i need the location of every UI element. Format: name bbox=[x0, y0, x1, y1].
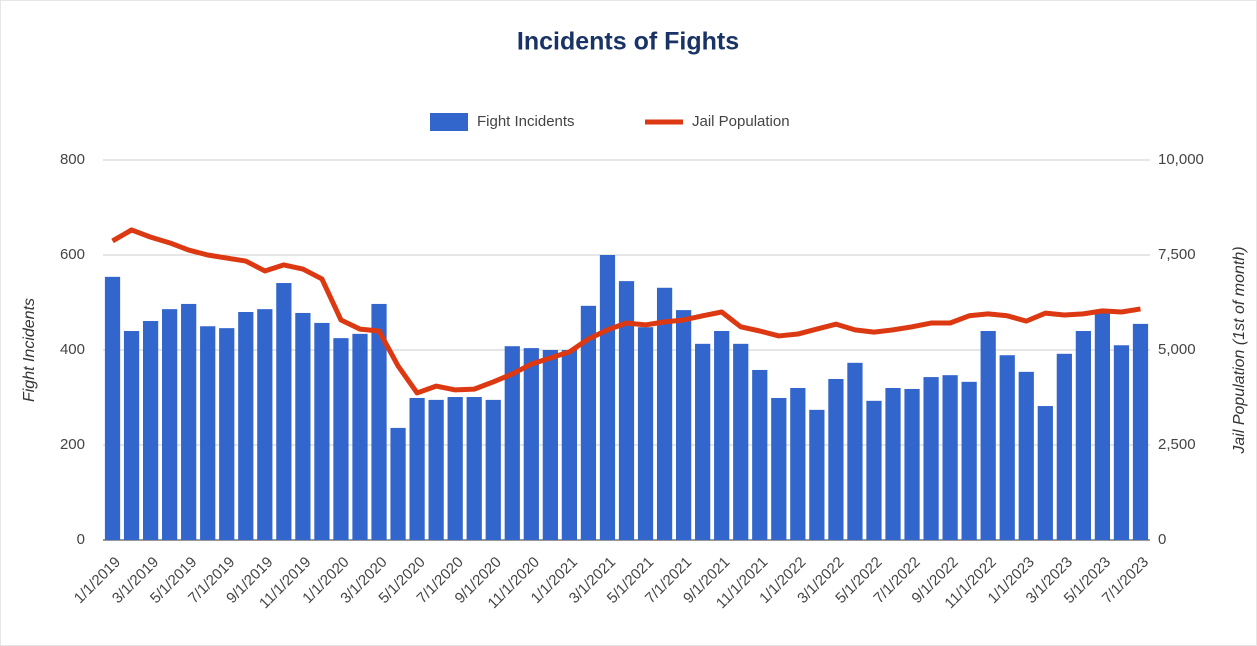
bar bbox=[828, 378, 844, 540]
bar bbox=[428, 399, 444, 540]
bar bbox=[599, 255, 616, 540]
bar bbox=[333, 338, 349, 540]
bar bbox=[295, 312, 311, 540]
y2-axis-title: Jail Population (1st of month) bbox=[1231, 246, 1248, 454]
bar bbox=[447, 397, 463, 540]
legend-swatch bbox=[430, 113, 468, 131]
y-axis-title: Fight Incidents bbox=[21, 298, 38, 402]
bar bbox=[219, 328, 235, 540]
bar bbox=[999, 355, 1015, 540]
bar bbox=[1132, 323, 1149, 540]
bar bbox=[409, 397, 425, 540]
bar bbox=[618, 281, 635, 540]
legend-label: Fight Incidents bbox=[477, 113, 575, 130]
bar bbox=[637, 327, 654, 540]
bar bbox=[123, 331, 140, 540]
bar bbox=[542, 350, 558, 540]
bar bbox=[809, 409, 825, 540]
bar bbox=[733, 343, 749, 540]
bar bbox=[1113, 345, 1130, 540]
line bbox=[111, 227, 1141, 396]
y2-tick-label: 10,000 bbox=[1158, 151, 1204, 168]
y2-tick-label: 5,000 bbox=[1158, 341, 1196, 358]
bar bbox=[904, 388, 920, 540]
bar bbox=[238, 312, 254, 540]
chart-title: Incidents of Fights bbox=[517, 28, 739, 56]
bar bbox=[1056, 353, 1072, 540]
bar bbox=[923, 377, 939, 540]
bar bbox=[162, 309, 178, 540]
bar bbox=[714, 331, 730, 540]
y-tick-label: 0 bbox=[77, 531, 85, 548]
bar bbox=[504, 346, 520, 540]
y-tick-label: 600 bbox=[60, 246, 85, 263]
bar bbox=[104, 276, 121, 540]
bar bbox=[885, 388, 901, 540]
bar bbox=[675, 310, 692, 540]
bar bbox=[276, 283, 292, 540]
bar bbox=[181, 303, 197, 540]
bar bbox=[257, 309, 273, 540]
bar bbox=[142, 321, 159, 540]
bar bbox=[200, 326, 216, 540]
bar bbox=[1018, 371, 1034, 540]
y-tick-label: 400 bbox=[60, 341, 85, 358]
bar bbox=[847, 362, 863, 540]
bar bbox=[942, 375, 958, 540]
bar bbox=[866, 400, 882, 540]
bar bbox=[580, 305, 597, 540]
bar bbox=[485, 399, 501, 540]
y-tick-label: 200 bbox=[60, 436, 85, 453]
bar bbox=[1075, 331, 1091, 540]
bar bbox=[371, 303, 387, 540]
bar bbox=[980, 331, 996, 540]
bar bbox=[1037, 406, 1053, 540]
bar bbox=[656, 287, 673, 540]
bar bbox=[790, 388, 806, 540]
bar bbox=[466, 397, 482, 540]
y2-tick-label: 0 bbox=[1158, 531, 1166, 548]
y2-tick-label: 7,500 bbox=[1158, 246, 1196, 263]
bar bbox=[561, 350, 578, 540]
legend-label: Jail Population bbox=[692, 113, 790, 130]
bar bbox=[390, 427, 406, 540]
y2-tick-label: 2,500 bbox=[1158, 436, 1196, 453]
bar bbox=[695, 343, 711, 540]
bar bbox=[752, 369, 768, 540]
y-tick-label: 800 bbox=[60, 151, 85, 168]
bar bbox=[771, 397, 787, 540]
bar bbox=[523, 348, 539, 540]
bar bbox=[352, 333, 368, 540]
bar bbox=[1094, 312, 1111, 540]
bar bbox=[961, 381, 977, 540]
bar bbox=[314, 322, 330, 540]
